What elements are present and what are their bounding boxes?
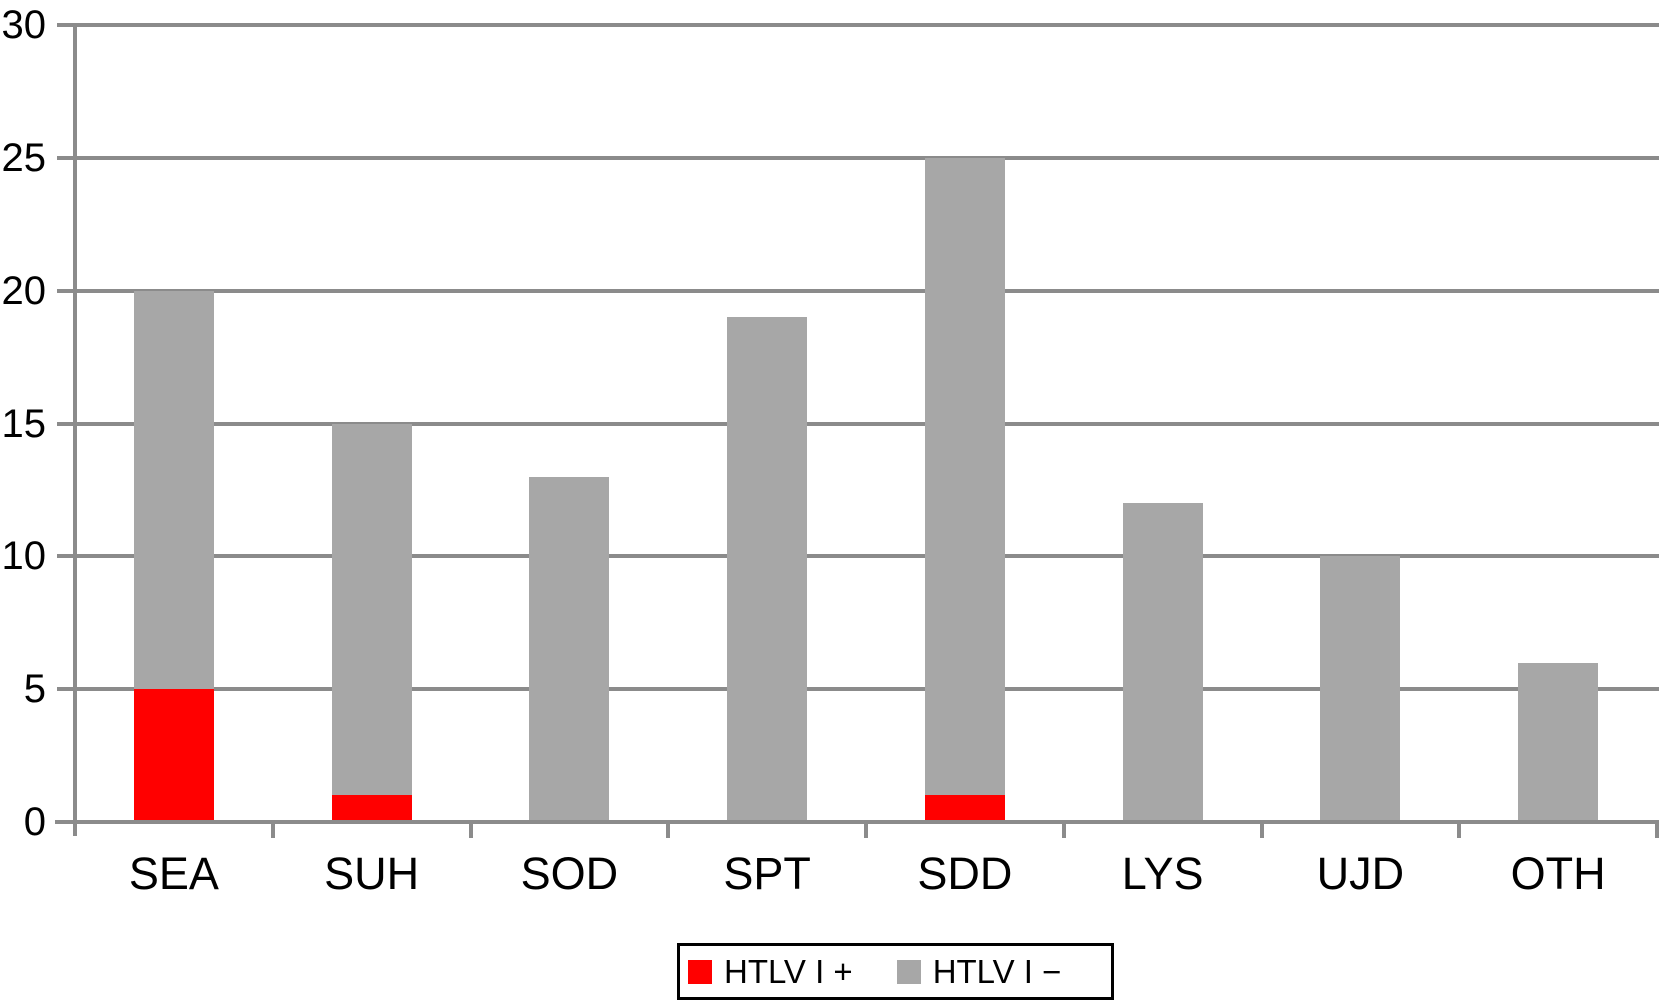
y-axis-tick-label: 20: [1, 268, 47, 313]
gridline-y-25: [57, 155, 1659, 160]
x-axis-label-suh: SUH: [324, 848, 420, 899]
x-axis-label-lys: LYS: [1121, 848, 1204, 899]
bar-segment-sod-series-1: [529, 476, 610, 822]
bar-segment-suh-series-1: [331, 423, 412, 796]
htlv-positive-swatch-icon: [688, 959, 712, 984]
x-axis-tick: [1259, 820, 1264, 838]
bar-segment-sdd-series-1: [924, 157, 1005, 796]
gridline-y-20: [57, 288, 1659, 293]
legend: HTLV I + HTLV I −: [677, 943, 1114, 1000]
htlv-negative-swatch-icon: [896, 959, 921, 984]
gridline-y-5: [57, 687, 1659, 692]
x-axis-tick: [270, 820, 275, 838]
bar-segment-oth-series-1: [1518, 662, 1599, 822]
bar-segment-lys-series-1: [1122, 503, 1203, 822]
x-axis-label-sod: SOD: [520, 848, 619, 899]
legend-item-htlv-positive: HTLV I +: [688, 953, 853, 991]
bar-segment-spt-series-1: [727, 317, 808, 822]
x-axis-label-oth: OTH: [1510, 848, 1606, 899]
x-axis-tick: [666, 820, 671, 838]
y-axis-tick-label: 30: [1, 3, 47, 47]
x-axis-label-sea: SEA: [128, 848, 219, 899]
x-axis-label-spt: SPT: [723, 848, 811, 899]
gridline-y-10: [57, 554, 1659, 559]
legend-label-htlv-negative: HTLV I −: [932, 952, 1062, 990]
gridline-y-30: [57, 23, 1659, 27]
legend-label-htlv-positive: HTLV I +: [724, 952, 853, 990]
y-axis-tick-label: 15: [1, 401, 47, 446]
y-axis-line: [73, 23, 77, 836]
gridline-y-15: [57, 421, 1659, 426]
legend-item-htlv-negative: HTLV I −: [896, 952, 1062, 991]
bar-segment-sdd-series-0: [924, 795, 1005, 822]
bar-segment-ujd-series-1: [1320, 556, 1401, 822]
x-axis-tick: [864, 820, 868, 838]
x-axis-tick: [1061, 820, 1066, 838]
x-axis-label-ujd: UJD: [1316, 848, 1405, 899]
y-axis-tick-label: 5: [23, 667, 46, 712]
x-axis-line: [55, 820, 1659, 824]
x-axis-tick: [468, 820, 473, 838]
x-axis-tick: [1655, 820, 1659, 838]
y-axis-tick-label: 10: [1, 534, 47, 579]
y-axis-tick-label: 0: [23, 800, 46, 844]
bar-segment-sea-series-0: [133, 689, 214, 822]
bar-segment-sea-series-1: [133, 290, 214, 690]
y-axis-tick-label: 25: [1, 135, 47, 180]
x-axis-label-sdd: SDD: [917, 848, 1013, 899]
bar-segment-suh-series-0: [331, 795, 412, 822]
x-axis-tick: [1457, 820, 1462, 838]
